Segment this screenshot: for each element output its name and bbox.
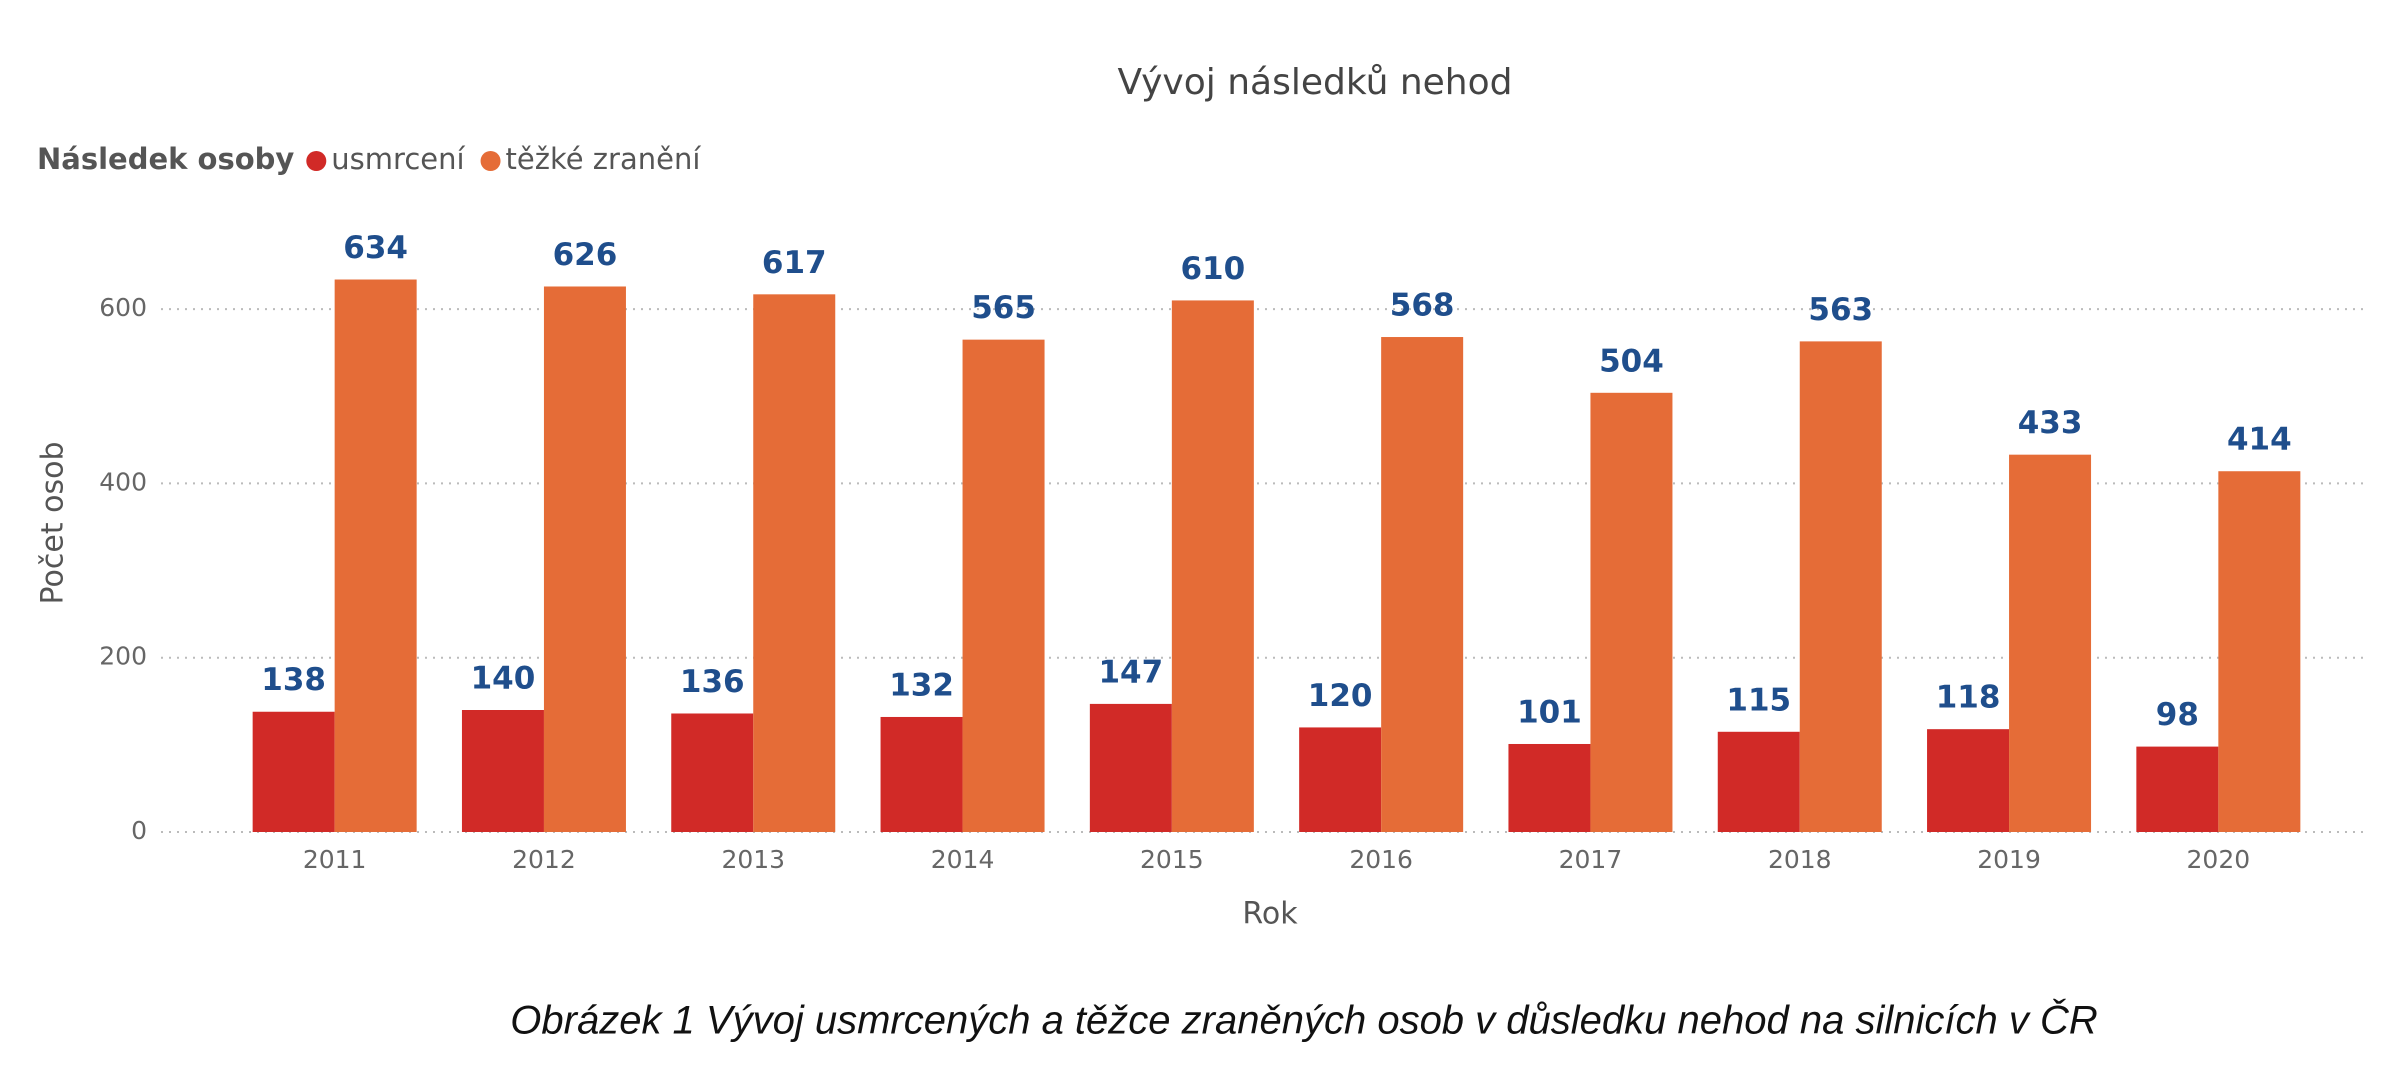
y-axis-label: Počet osob (36, 441, 71, 604)
bar (1381, 337, 1464, 832)
x-tick-label: 2020 (2187, 845, 2251, 874)
value-label: 504 (1599, 343, 1664, 379)
bar (334, 279, 417, 832)
chart-title: Vývoj následků nehod (1117, 62, 1512, 103)
value-label: 132 (889, 667, 954, 703)
bar (1927, 729, 2010, 832)
legend-title: Následek osoby (37, 142, 294, 176)
bar (1508, 743, 1591, 832)
bar (2218, 471, 2301, 832)
bar (753, 294, 836, 832)
y-tick-label: 600 (99, 293, 147, 322)
y-tick-label: 0 (131, 816, 147, 845)
value-label: 568 (1390, 288, 1455, 324)
bar (880, 716, 963, 832)
x-tick-label: 2013 (721, 845, 785, 874)
bar (1089, 703, 1172, 832)
value-label: 138 (261, 662, 326, 698)
y-tick-label: 400 (99, 467, 147, 496)
bar (2136, 746, 2219, 832)
bar (252, 711, 335, 832)
value-label: 101 (1517, 694, 1582, 730)
x-tick-label: 2018 (1768, 845, 1832, 874)
y-tick-label: 200 (99, 642, 147, 671)
value-label: 98 (2156, 697, 2199, 733)
value-label: 118 (1936, 680, 2001, 716)
value-label: 120 (1308, 678, 1373, 714)
caption: Obrázek 1 Vývoj usmrcených a těžce zraně… (510, 998, 2097, 1043)
bar (461, 710, 544, 832)
legend-label: usmrcení (331, 142, 465, 176)
legend-label: těžké zranění (506, 142, 702, 176)
value-label: 136 (680, 664, 745, 700)
value-label: 433 (2018, 405, 2083, 441)
bar (1171, 300, 1254, 832)
value-label: 115 (1726, 682, 1791, 718)
bar (543, 286, 626, 832)
bar (962, 339, 1045, 832)
value-label: 563 (1808, 292, 1873, 328)
value-label: 626 (553, 237, 618, 273)
x-tick-label: 2012 (512, 845, 576, 874)
bar (671, 713, 754, 832)
value-label: 414 (2227, 422, 2292, 458)
value-label: 610 (1180, 251, 1245, 287)
value-label: 147 (1098, 654, 1163, 690)
legend-marker (480, 151, 501, 171)
x-tick-label: 2017 (1559, 845, 1623, 874)
value-label: 634 (343, 230, 408, 266)
bar (1717, 731, 1800, 832)
value-label: 565 (971, 290, 1036, 326)
bar (1299, 727, 1382, 832)
x-tick-label: 2014 (931, 845, 995, 874)
bar (1799, 341, 1882, 832)
bar (1590, 392, 1673, 832)
value-label: 617 (762, 245, 827, 281)
bar (2009, 454, 2092, 832)
x-tick-label: 2011 (303, 845, 367, 874)
x-tick-label: 2016 (1349, 845, 1413, 874)
x-axis-label: Rok (1242, 897, 1298, 932)
x-tick-label: 2019 (1977, 845, 2041, 874)
x-tick-label: 2015 (1140, 845, 1204, 874)
legend-marker (306, 151, 327, 171)
value-label: 140 (471, 661, 536, 697)
